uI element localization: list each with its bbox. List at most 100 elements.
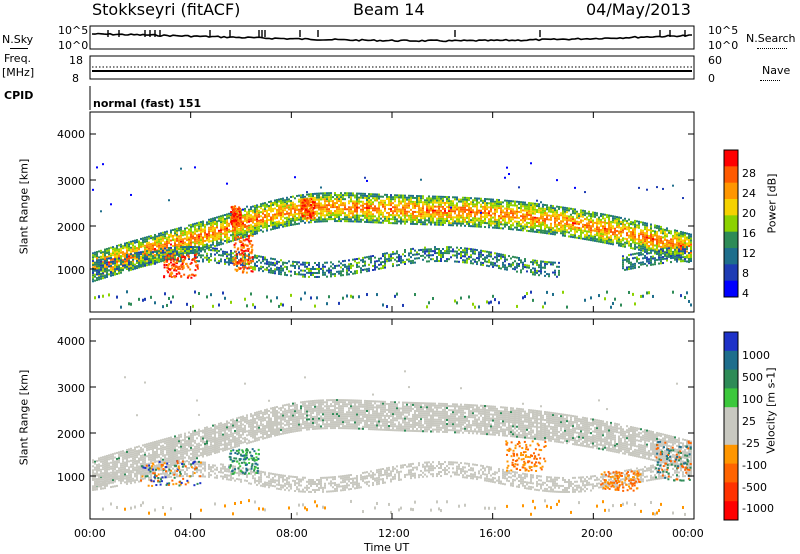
power-cell: [106, 255, 108, 258]
power-cell: [502, 223, 504, 226]
power-cell: [684, 241, 686, 244]
power-cell: [566, 229, 568, 232]
power-cell: [204, 227, 206, 230]
power-cell: [440, 195, 442, 198]
power-cell: [106, 265, 108, 268]
power-cell: [252, 219, 254, 222]
power-cell: [464, 224, 466, 227]
power-cell: [644, 248, 646, 251]
power-cell: [468, 219, 470, 222]
power-cell: [414, 253, 416, 256]
power-cell: [628, 218, 630, 221]
power-cell: [218, 231, 220, 234]
power-cell: [366, 179, 368, 182]
power-cell: [382, 201, 384, 204]
power-cell: [574, 218, 576, 221]
power-cell: [492, 265, 494, 268]
power-cell: [590, 237, 592, 240]
power-cell: [550, 228, 552, 231]
power-cell: [268, 207, 270, 210]
power-cell: [476, 197, 478, 200]
power-cell: [648, 291, 650, 295]
power-cell: [434, 260, 436, 263]
power-cell: [200, 247, 202, 250]
power-cell: [480, 255, 482, 258]
power-cell: [98, 269, 100, 272]
power-cell: [662, 258, 664, 261]
power-cell: [662, 256, 664, 259]
power-cell: [436, 219, 438, 222]
power-cell: [626, 242, 628, 245]
power-cell: [608, 216, 610, 219]
power-cell: [392, 196, 394, 199]
power-cell: [646, 242, 648, 245]
power-cell: [672, 250, 674, 253]
power-cell: [620, 238, 622, 241]
power-cell: [590, 296, 592, 300]
power-cell: [664, 232, 666, 235]
power-cell: [542, 305, 544, 309]
power-cell: [466, 198, 468, 201]
power-cell: [354, 208, 356, 211]
power-cell: [360, 220, 362, 223]
power-cell: [416, 211, 418, 214]
power-cell: [430, 250, 432, 253]
power-cell: [658, 245, 660, 248]
power-cell: [366, 220, 368, 223]
power-cell: [324, 204, 326, 207]
power-cell: [356, 202, 358, 205]
power-cell: [384, 256, 386, 259]
power-cell: [138, 240, 140, 243]
power-cell: [150, 261, 152, 264]
power-cell: [226, 221, 228, 224]
power-cell: [126, 257, 128, 260]
power-cell: [454, 254, 456, 257]
power-cell: [126, 241, 128, 244]
power-cell: [98, 263, 100, 266]
power-cell: [652, 237, 654, 240]
power-cell: [632, 227, 634, 230]
power-cell: [104, 274, 106, 277]
power-cell: [186, 235, 188, 238]
power-cell: [126, 265, 128, 268]
power-cell: [582, 215, 584, 218]
power-cell: [330, 196, 332, 199]
power-cell: [460, 252, 462, 255]
power-cell: [466, 200, 468, 203]
power-cell: [258, 267, 260, 270]
power-cell: [508, 213, 510, 216]
power-cell: [566, 305, 568, 309]
power-cell: [644, 228, 646, 231]
power-cell: [446, 196, 448, 199]
power-cell: [222, 232, 224, 235]
power-cell: [370, 257, 372, 260]
power-cell: [526, 209, 528, 212]
power-cell: [502, 253, 504, 256]
power-cell: [574, 230, 576, 233]
power-cell: [546, 206, 548, 209]
power-cell: [558, 227, 560, 230]
power-cell: [504, 223, 506, 226]
power-cell: [470, 221, 472, 224]
power-cell: [114, 265, 116, 268]
power-cell: [272, 221, 274, 224]
power-cell: [556, 205, 558, 208]
power-cell: [400, 218, 402, 221]
power-cell: [624, 217, 626, 220]
power-cell: [182, 246, 184, 249]
power-cell: [622, 231, 624, 234]
power-cell: [148, 259, 150, 262]
power-cell: [490, 216, 492, 219]
power-cell: [546, 216, 548, 219]
power-cell: [398, 257, 400, 260]
power-cell: [542, 203, 544, 206]
power-cell: [414, 216, 416, 219]
power-cell: [232, 258, 234, 261]
power-cell: [404, 200, 406, 203]
power-cell: [216, 238, 218, 241]
power-cell: [596, 226, 598, 229]
power-cell: [120, 271, 122, 274]
power-cell: [572, 210, 574, 213]
power-cell: [612, 233, 614, 236]
power-cell: [244, 256, 246, 259]
